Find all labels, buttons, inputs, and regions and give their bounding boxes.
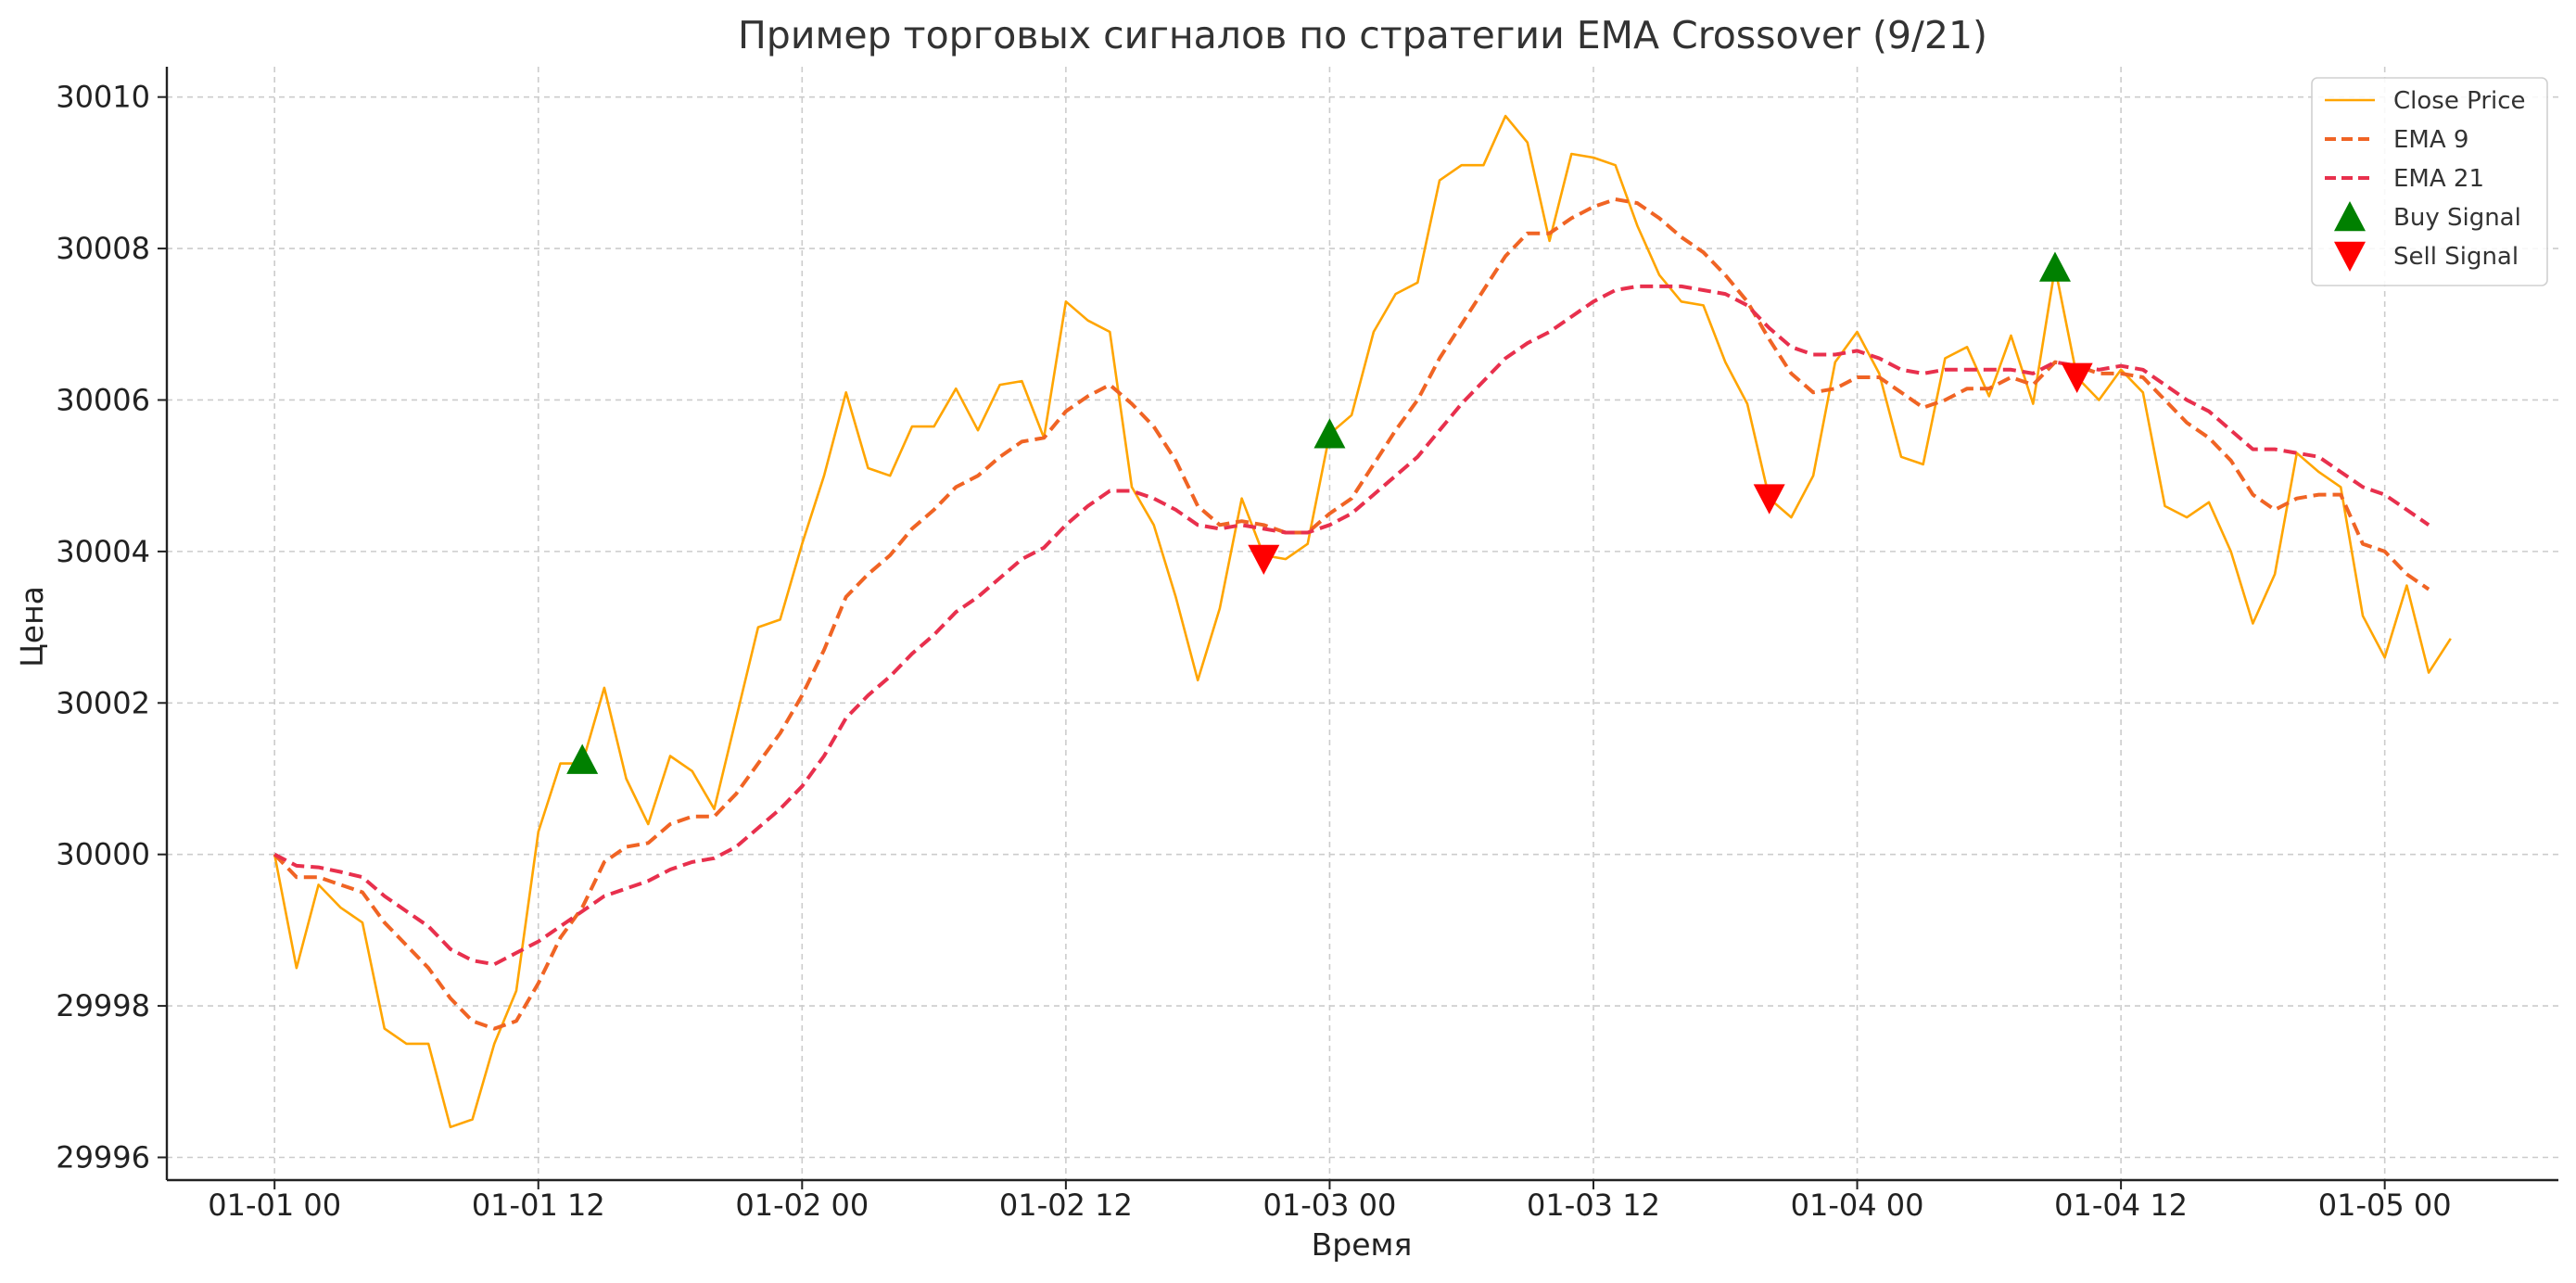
axes-layer: 29996 29998 30000 30002 30004 30006 30008 30010… <box>56 67 2558 1223</box>
y-tick-label: 30008 <box>56 231 150 266</box>
y-tick-label: 30000 <box>56 837 150 872</box>
buy-signal-marker <box>2038 251 2071 282</box>
chart-legend: Close Price EMA 9 EMA 21 Buy Signal Sell Sig… <box>2311 77 2548 286</box>
y-tick-label: 30004 <box>56 534 150 569</box>
legend-label-sell-signal: Sell Signal <box>2393 243 2519 271</box>
legend-label-buy-signal: Buy Signal <box>2393 204 2521 232</box>
x-tick-label: 01-01 00 <box>208 1188 341 1223</box>
series-layer <box>273 114 2452 1129</box>
series-line-ema-9 <box>273 197 2430 1031</box>
x-tick-label: 01-03 00 <box>1263 1188 1396 1223</box>
x-tick-label: 01-05 00 <box>2318 1188 2452 1223</box>
x-tick-label: 01-02 00 <box>735 1188 869 1223</box>
series-line-ema-21 <box>273 284 2430 967</box>
signal-layer <box>566 251 2093 774</box>
x-tick-label: 01-04 12 <box>2054 1188 2188 1223</box>
legend-label-ema-21: EMA 21 <box>2393 165 2484 193</box>
y-axis-label: Цена <box>14 586 50 667</box>
y-tick-label: 29998 <box>56 988 150 1023</box>
x-tick-label: 01-04 00 <box>1791 1188 1924 1223</box>
x-tick-label: 01-03 12 <box>1527 1188 1660 1223</box>
y-tick-label: 30002 <box>56 685 150 720</box>
legend-label-ema-9: EMA 9 <box>2393 126 2468 154</box>
legend-swatch-buy-signal <box>2334 201 2366 232</box>
buy-signal-marker <box>566 743 599 774</box>
x-axis-label: Время <box>1312 1226 1413 1263</box>
y-tick-label: 30006 <box>56 382 150 417</box>
sell-signal-marker <box>1248 544 1280 576</box>
grid-layer <box>167 67 2558 1180</box>
sell-signal-marker <box>2061 362 2093 393</box>
legend-swatch-sell-signal <box>2334 241 2366 272</box>
x-tick-label: 01-01 12 <box>472 1188 605 1223</box>
buy-signal-marker <box>1313 418 1346 449</box>
y-tick-label: 30010 <box>56 80 150 115</box>
y-tick-label: 29996 <box>56 1139 150 1175</box>
legend-box <box>2311 77 2548 286</box>
sell-signal-marker <box>1753 484 1785 514</box>
x-tick-label: 01-02 12 <box>999 1188 1133 1223</box>
chart-title: Пример торговых сигналов по стратегии EM… <box>738 13 1987 57</box>
series-line-close-price <box>273 114 2452 1129</box>
legend-label-close-price: Close Price <box>2393 87 2526 115</box>
